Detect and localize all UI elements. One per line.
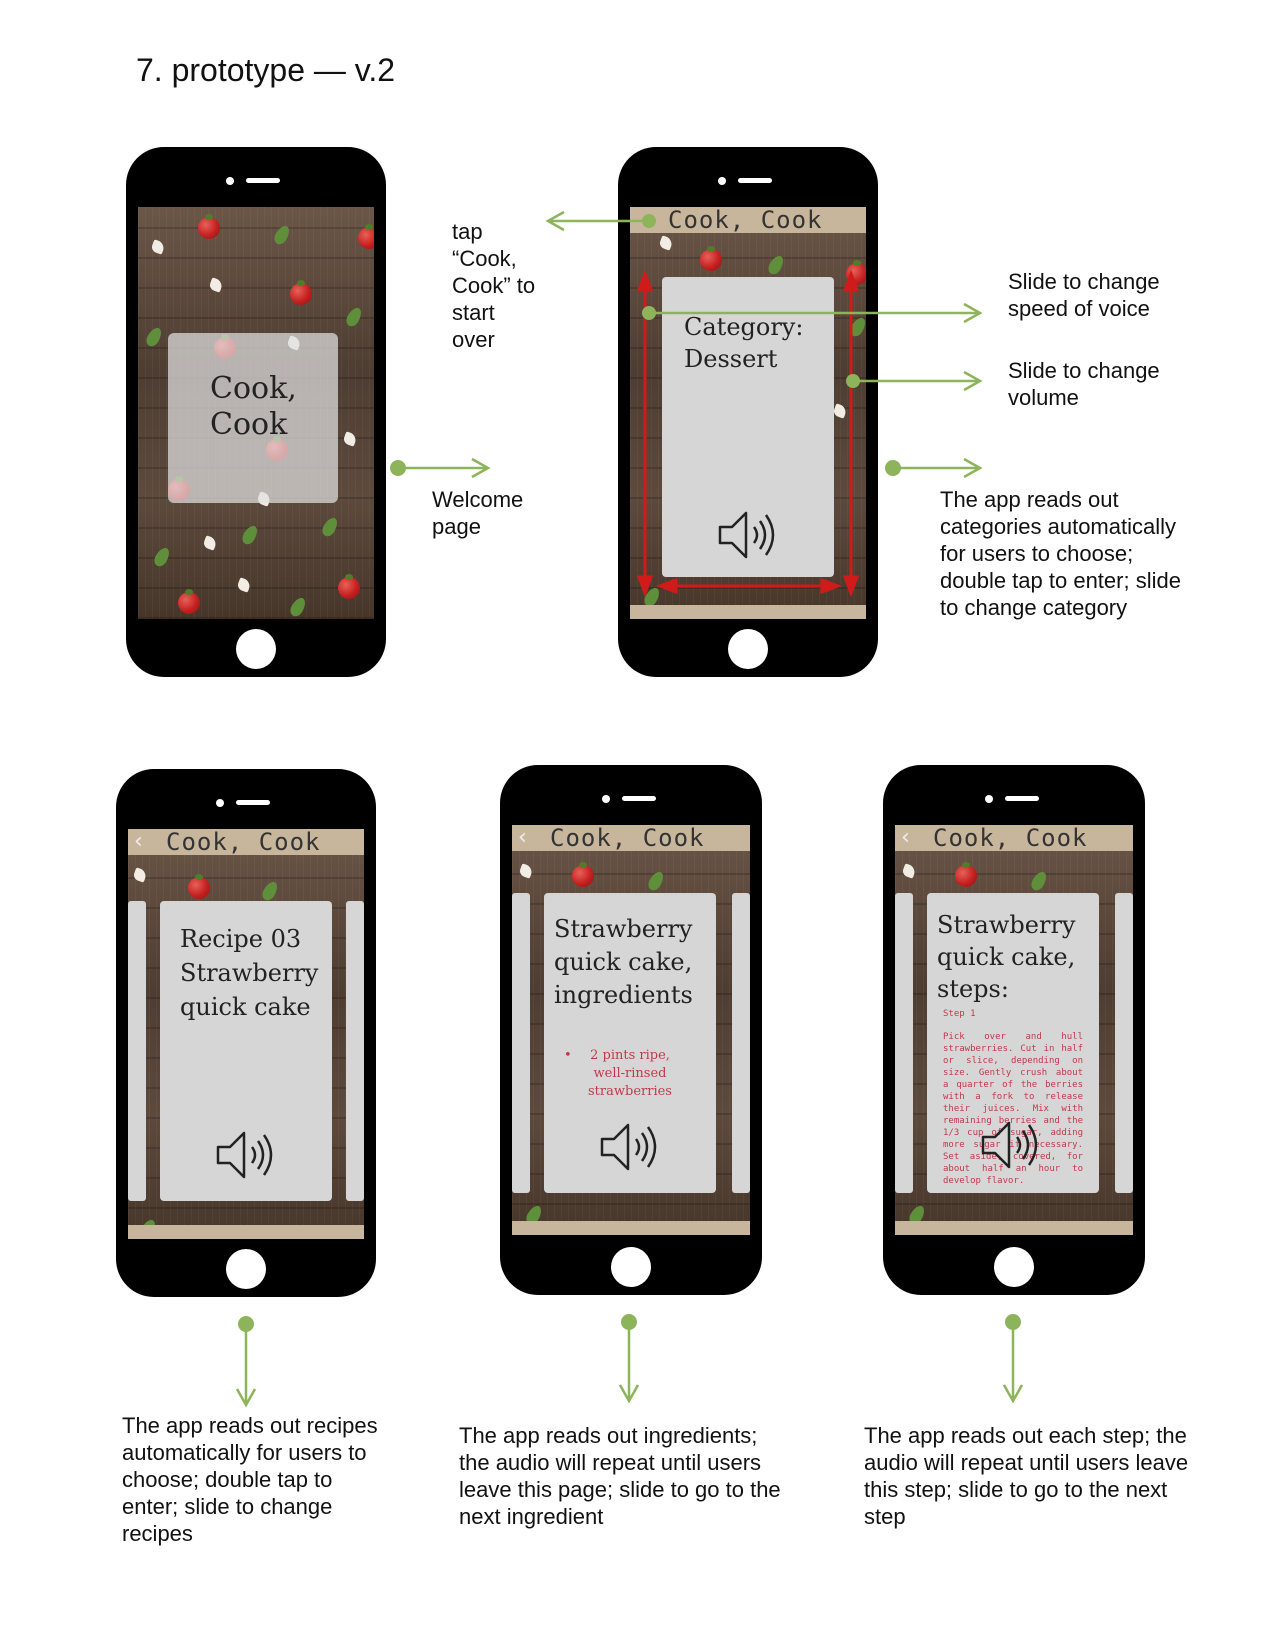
recipes-note: The app reads out recipes automatically … xyxy=(122,1413,378,1546)
chevron-left-icon[interactable]: ‹ xyxy=(901,825,910,850)
welcome-connector xyxy=(390,457,491,479)
speaker-icon xyxy=(979,1117,1045,1178)
slide-volume-note: Slide to change volume xyxy=(1008,358,1160,410)
step-text: Pick over and hull strawberries. Cut in … xyxy=(943,1032,1083,1186)
speaker-slot xyxy=(738,178,772,183)
phone-category: Cook, Cook Category: Dessert xyxy=(618,147,878,677)
home-button[interactable] xyxy=(611,1247,651,1287)
chevron-left-icon[interactable]: ‹ xyxy=(134,829,143,854)
slide-speed-note: Slide to change speed of voice xyxy=(1008,269,1160,321)
app-title[interactable]: Cook, Cook xyxy=(668,207,823,234)
welcome-screen[interactable]: Cook, Cook xyxy=(138,207,374,619)
ingredients-screen[interactable]: ‹ Cook, Cook Strawberry quick cake, ingr… xyxy=(512,825,750,1235)
speaker-slot xyxy=(1005,796,1039,801)
next-card-edge[interactable] xyxy=(346,901,364,1201)
ingredient-item: 2 pints ripe, well-rinsed strawberries xyxy=(588,1048,672,1099)
speaker-icon xyxy=(598,1119,664,1180)
tap-start-over-note: tap “Cook, Cook” to start over xyxy=(452,219,536,352)
categories-note: The app reads out categories automatical… xyxy=(940,487,1181,620)
home-button[interactable] xyxy=(226,1249,266,1289)
welcome-title-line2: Cook xyxy=(210,407,288,442)
speaker-slot xyxy=(622,796,656,801)
camera-dot xyxy=(216,799,224,807)
ingredients-card[interactable] xyxy=(544,893,716,1193)
steps-title-line2: quick cake, xyxy=(937,943,1076,971)
speaker-icon xyxy=(716,507,782,568)
welcome-title-line1: Cook, xyxy=(210,371,297,406)
prev-card-edge[interactable] xyxy=(895,893,913,1193)
next-card-edge[interactable] xyxy=(1115,893,1133,1193)
steps-title-line3: steps: xyxy=(937,975,1009,1003)
welcome-card[interactable] xyxy=(168,333,338,503)
recipe-screen[interactable]: ‹ Cook, Cook Recipe 03 Strawberry quick … xyxy=(128,829,364,1239)
camera-dot xyxy=(602,795,610,803)
home-button[interactable] xyxy=(994,1247,1034,1287)
home-button[interactable] xyxy=(728,629,768,669)
phone-recipe: ‹ Cook, Cook Recipe 03 Strawberry quick … xyxy=(116,769,376,1297)
phone-steps: ‹ Cook, Cook Strawberry quick cake, step… xyxy=(883,765,1145,1295)
steps-card[interactable] xyxy=(927,893,1099,1193)
app-header[interactable]: ‹ Cook, Cook xyxy=(512,825,750,851)
page-title: 7. prototype — v.2 xyxy=(136,52,396,88)
ingredients-title-line1: Strawberry xyxy=(554,915,693,943)
app-header[interactable]: ‹ Cook, Cook xyxy=(895,825,1133,851)
speaker-slot xyxy=(246,178,280,183)
app-header[interactable]: Cook, Cook xyxy=(630,207,866,233)
speaker-slot xyxy=(236,800,270,805)
ingredient-bullet: • xyxy=(564,1048,572,1063)
welcome-page-note: Welcome page xyxy=(432,487,524,539)
recipe-name-line1: Strawberry xyxy=(180,959,319,987)
phone-ingredients: ‹ Cook, Cook Strawberry quick cake, ingr… xyxy=(500,765,762,1295)
categories-connector xyxy=(885,457,983,479)
ingredients-note: The app reads out ingredients; the audio… xyxy=(459,1423,781,1529)
recipe-name-line2: quick cake xyxy=(180,993,311,1021)
camera-dot xyxy=(985,795,993,803)
next-card-edge[interactable] xyxy=(732,893,750,1193)
recipe-number: Recipe 03 xyxy=(180,925,302,953)
app-footer xyxy=(512,1221,750,1235)
app-title[interactable]: Cook, Cook xyxy=(933,825,1088,852)
app-title[interactable]: Cook, Cook xyxy=(166,829,321,856)
chevron-left-icon[interactable]: ‹ xyxy=(518,825,527,850)
steps-title-line1: Strawberry xyxy=(937,911,1076,939)
steps-note: The app reads out each step; the audio w… xyxy=(864,1423,1189,1529)
home-button[interactable] xyxy=(236,629,276,669)
ingredients-title-line3: ingredients xyxy=(554,981,693,1009)
step-label: Step 1 xyxy=(943,1009,976,1019)
recipes-connector xyxy=(235,1316,257,1408)
steps-screen[interactable]: ‹ Cook, Cook Strawberry quick cake, step… xyxy=(895,825,1133,1235)
prev-card-edge[interactable] xyxy=(128,901,146,1201)
category-screen[interactable]: Cook, Cook Category: Dessert xyxy=(630,207,866,619)
app-header[interactable]: ‹ Cook, Cook xyxy=(128,829,364,855)
ingredients-connector xyxy=(618,1314,640,1404)
app-footer xyxy=(630,605,866,619)
speaker-icon xyxy=(214,1127,280,1188)
prev-card-edge[interactable] xyxy=(512,893,530,1193)
category-card[interactable] xyxy=(662,277,834,577)
camera-dot xyxy=(718,177,726,185)
category-value: Dessert xyxy=(684,345,778,373)
app-title[interactable]: Cook, Cook xyxy=(550,825,705,852)
category-label: Category: xyxy=(684,313,804,341)
ingredients-title-line2: quick cake, xyxy=(554,948,693,976)
camera-dot xyxy=(226,177,234,185)
steps-connector xyxy=(1002,1314,1024,1404)
phone-welcome: Cook, Cook xyxy=(126,147,386,677)
recipe-card[interactable] xyxy=(160,901,332,1201)
app-footer xyxy=(895,1221,1133,1235)
app-footer xyxy=(128,1225,364,1239)
